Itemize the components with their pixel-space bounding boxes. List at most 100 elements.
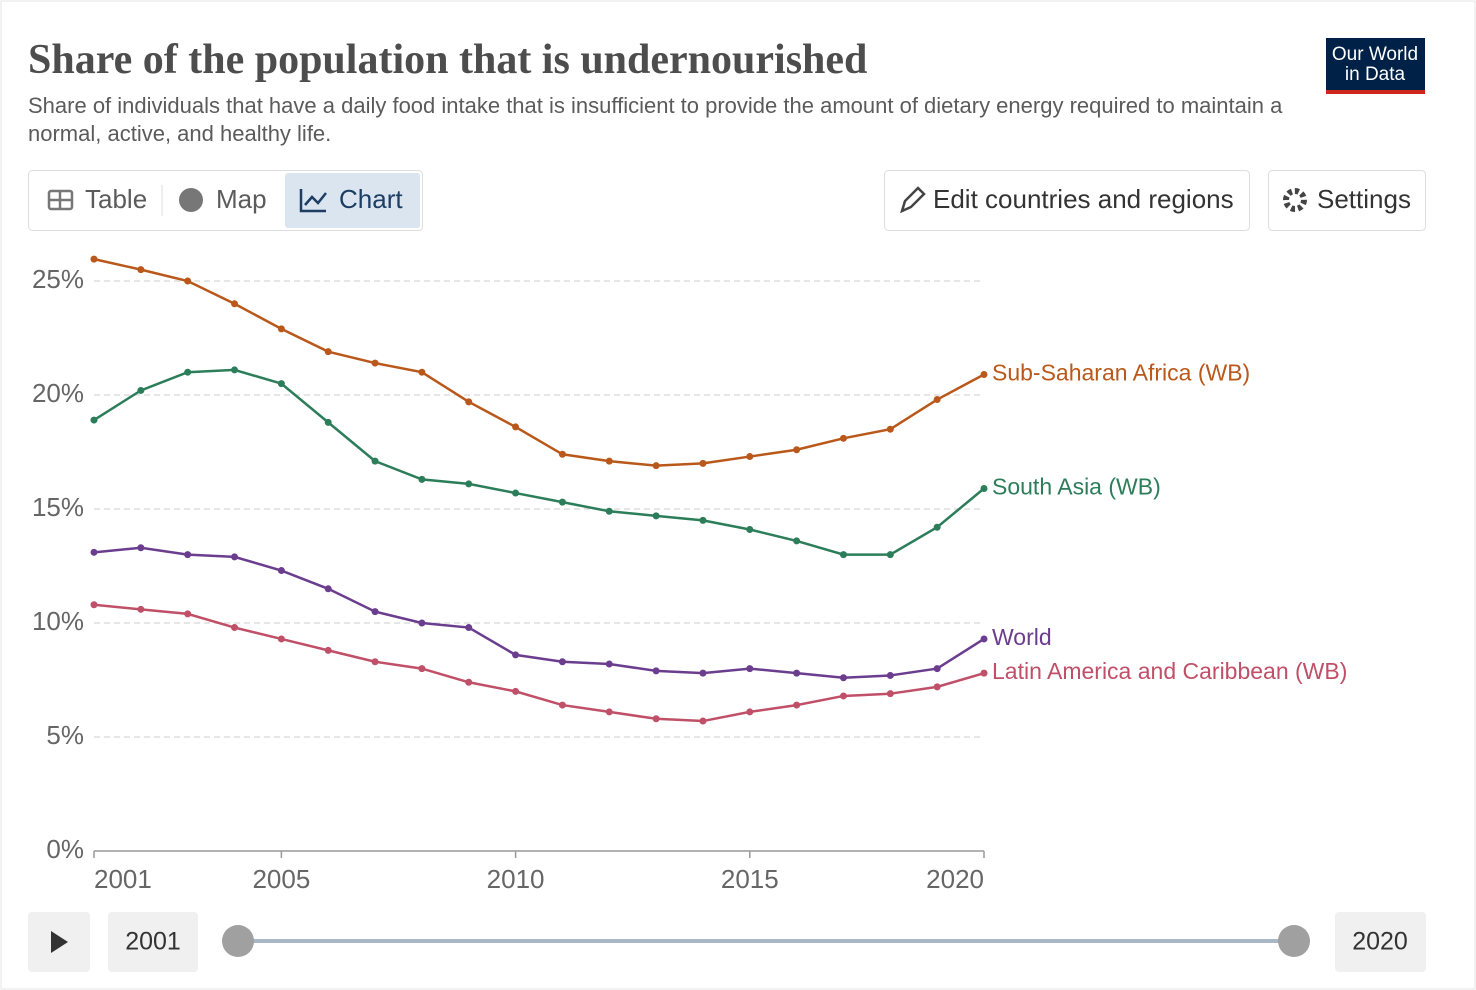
- slider-handle[interactable]: [1278, 925, 1310, 957]
- point: [231, 366, 239, 374]
- point: [512, 651, 520, 659]
- series-line: [93, 368, 985, 556]
- point: [699, 717, 707, 725]
- point: [933, 523, 941, 531]
- x-tick-label: 2020: [926, 864, 984, 894]
- point: [371, 608, 379, 616]
- point: [558, 701, 566, 709]
- point: [933, 665, 941, 673]
- chart-title: Share of the population that is undernou…: [28, 37, 868, 83]
- settings-button[interactable]: [1268, 170, 1426, 231]
- play-icon: [51, 931, 68, 953]
- point: [137, 605, 145, 613]
- point: [793, 669, 801, 677]
- point: [746, 708, 754, 716]
- logo[interactable]: [1326, 38, 1425, 94]
- point: [980, 484, 988, 492]
- point: [324, 418, 332, 426]
- point: [137, 266, 145, 274]
- point: [512, 687, 520, 695]
- gear-icon: [1283, 188, 1307, 212]
- point: [839, 434, 847, 442]
- point: [793, 446, 801, 454]
- point: [465, 624, 473, 632]
- point: [558, 658, 566, 666]
- y-tick-label: 5%: [46, 720, 84, 750]
- point: [793, 701, 801, 709]
- point: [371, 457, 379, 465]
- point: [652, 512, 660, 520]
- point: [277, 635, 285, 643]
- point: [558, 450, 566, 458]
- point: [980, 635, 988, 643]
- point: [605, 660, 613, 668]
- point: [418, 475, 426, 483]
- point: [512, 423, 520, 431]
- start-year: 2001: [125, 928, 181, 956]
- table-icon: [47, 189, 74, 211]
- x-tick-label: 2010: [487, 864, 545, 894]
- point: [465, 678, 473, 686]
- point: [980, 669, 988, 677]
- point: [184, 551, 192, 559]
- point: [933, 683, 941, 691]
- point: [793, 537, 801, 545]
- series-line: [93, 546, 985, 679]
- point: [699, 459, 707, 467]
- edit-button-label[interactable]: Edit countries and regions: [933, 184, 1234, 214]
- point: [933, 396, 941, 404]
- edit-button[interactable]: [884, 170, 1250, 231]
- logo-text: Our World: [1332, 44, 1418, 65]
- point: [231, 624, 239, 632]
- tab-active[interactable]: [285, 173, 420, 228]
- y-tick-label: 15%: [32, 492, 84, 522]
- point: [90, 416, 98, 424]
- point: [886, 671, 894, 679]
- chart-icon: [299, 189, 327, 213]
- tab-chart[interactable]: Chart: [339, 184, 403, 214]
- point: [418, 665, 426, 673]
- point: [652, 462, 660, 470]
- point: [90, 548, 98, 556]
- slider-handle[interactable]: [222, 925, 254, 957]
- point: [746, 665, 754, 673]
- point: [371, 658, 379, 666]
- pencil-icon: [900, 186, 926, 214]
- y-tick-label: 20%: [32, 378, 84, 408]
- point: [839, 674, 847, 682]
- point: [324, 585, 332, 593]
- series-label: Latin America and Caribbean (WB): [992, 658, 1347, 684]
- settings-button-label[interactable]: Settings: [1317, 184, 1411, 214]
- point: [184, 277, 192, 285]
- point: [90, 255, 98, 263]
- point: [512, 489, 520, 497]
- tab-table[interactable]: Table: [85, 184, 147, 214]
- point: [746, 453, 754, 461]
- tab-map[interactable]: Map: [216, 184, 267, 214]
- end-year: 2020: [1352, 928, 1408, 956]
- point: [231, 300, 239, 308]
- series-label: South Asia (WB): [992, 474, 1161, 500]
- logo-bar: [1326, 90, 1425, 94]
- point: [231, 553, 239, 561]
- point: [277, 380, 285, 388]
- point: [277, 567, 285, 575]
- point: [886, 690, 894, 698]
- point: [465, 398, 473, 406]
- point: [699, 516, 707, 524]
- end-year-box[interactable]: [1335, 912, 1426, 972]
- point: [605, 507, 613, 515]
- start-year-box[interactable]: [108, 912, 198, 972]
- y-tick-label: 25%: [32, 264, 84, 294]
- point: [184, 610, 192, 618]
- chart-subtitle: Share of individuals that have a daily f…: [28, 93, 1283, 146]
- point: [839, 551, 847, 559]
- x-tick-label: 2015: [721, 864, 779, 894]
- point: [605, 708, 613, 716]
- series-line: [93, 257, 985, 467]
- point: [746, 526, 754, 534]
- point: [652, 667, 660, 675]
- point: [137, 544, 145, 552]
